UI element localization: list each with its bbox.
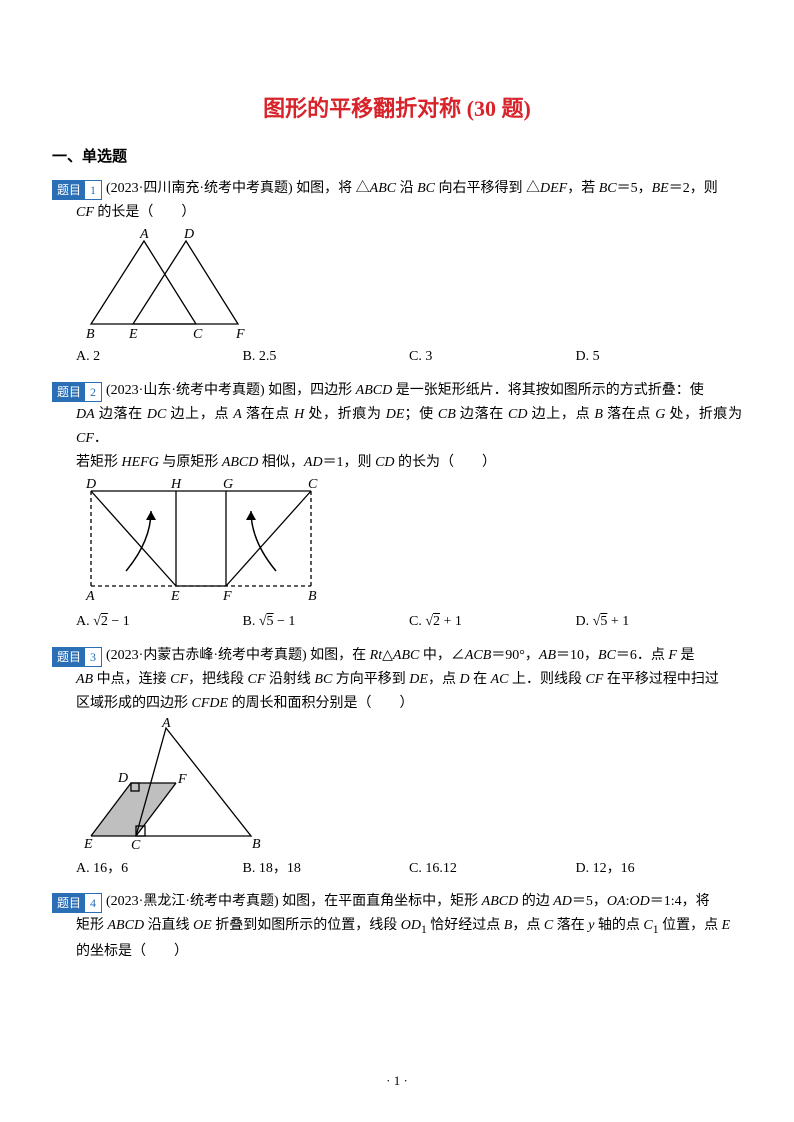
svg-text:F: F bbox=[177, 772, 187, 787]
section-heading: 一、单选题 bbox=[52, 145, 742, 171]
question-badge: 题目 1 bbox=[52, 180, 102, 200]
svg-text:G: G bbox=[223, 477, 233, 492]
question-cont: 矩形 ABCD 沿直线 OE 折叠到如图所示的位置，线段 OD1 恰好经过点 B… bbox=[52, 914, 742, 940]
svg-text:D: D bbox=[117, 771, 128, 786]
question-text: (2023·山东·统考中考真题) 如图，四边形 ABCD 是一张矩形纸片．将其按… bbox=[102, 379, 742, 403]
option-b: B. 2.5 bbox=[243, 345, 410, 369]
option-a: A. 2 bbox=[76, 345, 243, 369]
badge-label: 题目 bbox=[53, 383, 85, 401]
option-d: D. 5 bbox=[576, 345, 743, 369]
figure-1: A D B E C F bbox=[52, 226, 742, 341]
svg-text:B: B bbox=[308, 589, 317, 604]
badge-number: 3 bbox=[85, 648, 101, 666]
option-a: A. √2 − 1 bbox=[76, 610, 243, 634]
options-1: A. 2 B. 2.5 C. 3 D. 5 bbox=[52, 345, 742, 369]
badge-number: 1 bbox=[85, 181, 101, 199]
svg-text:A: A bbox=[161, 718, 171, 731]
svg-text:D: D bbox=[183, 227, 194, 242]
badge-label: 题目 bbox=[53, 181, 85, 199]
svg-text:B: B bbox=[252, 837, 261, 852]
question-cont: DA 边落在 DC 边上，点 A 落在点 H 处，折痕为 DE；使 CB 边落在… bbox=[52, 403, 742, 451]
option-b: B. 18，18 bbox=[243, 857, 410, 881]
question-cont: 的坐标是（ ） bbox=[52, 940, 742, 964]
option-d: D. 12，16 bbox=[576, 857, 743, 881]
option-c: C. 3 bbox=[409, 345, 576, 369]
svg-text:C: C bbox=[308, 477, 318, 492]
option-b: B. √5 − 1 bbox=[243, 610, 410, 634]
question-cont: CF 的长是（ ） bbox=[52, 201, 742, 225]
option-c: C. √2 + 1 bbox=[409, 610, 576, 634]
question-cont: AB 中点，连接 CF，把线段 CF 沿射线 BC 方向平移到 DE，点 D 在… bbox=[52, 668, 742, 692]
svg-text:E: E bbox=[170, 589, 180, 604]
page: 图形的平移翻折对称 (30 题) 一、单选题 题目 1 (2023·四川南充·统… bbox=[0, 0, 794, 1122]
option-c: C. 16.12 bbox=[409, 857, 576, 881]
question-badge: 题目 4 bbox=[52, 893, 102, 913]
badge-label: 题目 bbox=[53, 648, 85, 666]
svg-text:C: C bbox=[193, 327, 203, 341]
badge-number: 2 bbox=[85, 383, 101, 401]
question-text: (2023·内蒙古赤峰·统考中考真题) 如图，在 Rt△ABC 中，∠ACB＝9… bbox=[102, 644, 742, 668]
svg-text:F: F bbox=[222, 589, 232, 604]
svg-text:A: A bbox=[139, 227, 149, 242]
options-2: A. √2 − 1 B. √5 − 1 C. √2 + 1 D. √5 + 1 bbox=[52, 610, 742, 634]
question-badge: 题目 2 bbox=[52, 382, 102, 402]
question-1: 题目 1 (2023·四川南充·统考中考真题) 如图，将 △ABC 沿 BC 向… bbox=[52, 177, 742, 369]
question-badge: 题目 3 bbox=[52, 647, 102, 667]
figure-2: D H G C A E F B bbox=[52, 476, 742, 606]
page-number: · 1 · bbox=[0, 1070, 794, 1092]
option-a: A. 16，6 bbox=[76, 857, 243, 881]
question-cont: 区域形成的四边形 CFDE 的周长和面积分别是（ ） bbox=[52, 692, 742, 716]
question-3: 题目 3 (2023·内蒙古赤峰·统考中考真题) 如图，在 Rt△ABC 中，∠… bbox=[52, 644, 742, 880]
option-d: D. √5 + 1 bbox=[576, 610, 743, 634]
svg-text:E: E bbox=[128, 327, 138, 341]
svg-text:E: E bbox=[83, 837, 93, 852]
badge-number: 4 bbox=[85, 894, 101, 912]
question-cont: 若矩形 HEFG 与原矩形 ABCD 相似，AD＝1，则 CD 的长为（ ） bbox=[52, 451, 742, 475]
question-4: 题目 4 (2023·黑龙江·统考中考真题) 如图，在平面直角坐标中，矩形 AB… bbox=[52, 890, 742, 963]
question-2: 题目 2 (2023·山东·统考中考真题) 如图，四边形 ABCD 是一张矩形纸… bbox=[52, 379, 742, 634]
svg-text:B: B bbox=[86, 327, 95, 341]
svg-text:F: F bbox=[235, 327, 245, 341]
figure-3: A D F E C B bbox=[52, 718, 742, 853]
svg-text:D: D bbox=[85, 477, 96, 492]
svg-text:H: H bbox=[170, 477, 182, 492]
question-text: (2023·四川南充·统考中考真题) 如图，将 △ABC 沿 BC 向右平移得到… bbox=[102, 177, 742, 201]
options-3: A. 16，6 B. 18，18 C. 16.12 D. 12，16 bbox=[52, 857, 742, 881]
question-text: (2023·黑龙江·统考中考真题) 如图，在平面直角坐标中，矩形 ABCD 的边… bbox=[102, 890, 742, 914]
svg-text:A: A bbox=[85, 589, 95, 604]
page-title: 图形的平移翻折对称 (30 题) bbox=[52, 90, 742, 127]
badge-label: 题目 bbox=[53, 894, 85, 912]
svg-text:C: C bbox=[131, 838, 141, 853]
